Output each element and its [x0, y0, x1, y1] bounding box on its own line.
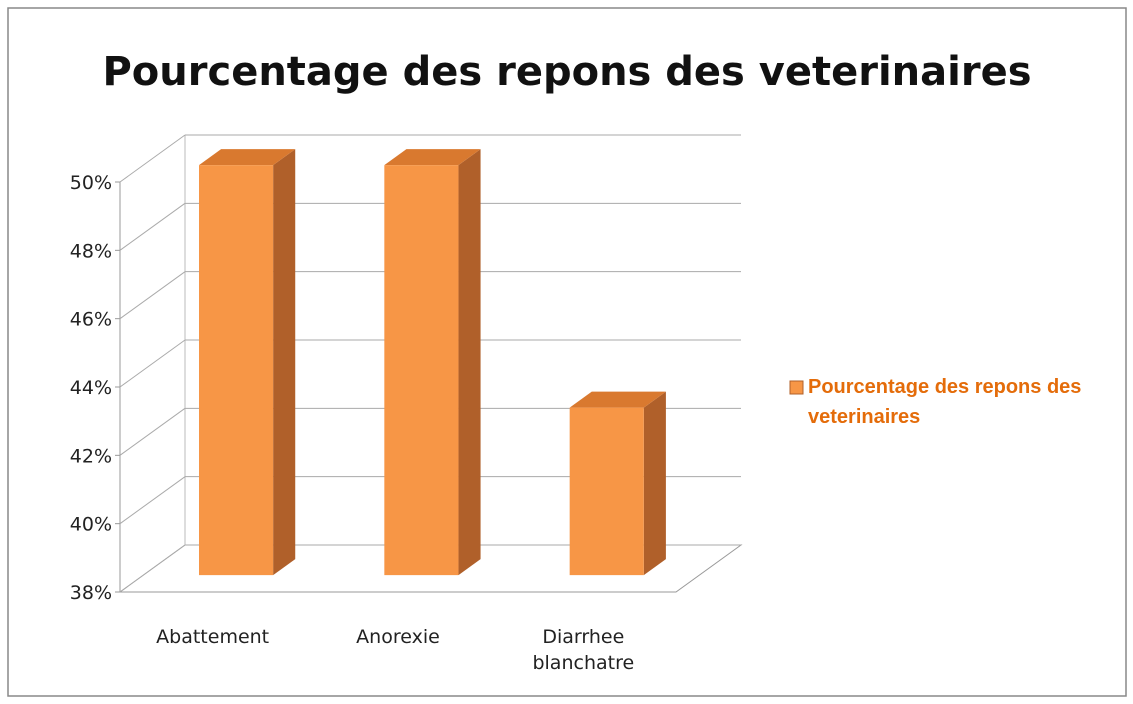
- bar-side: [458, 149, 481, 576]
- y-tick-label: 44%: [70, 377, 112, 399]
- legend-swatch: [789, 380, 804, 395]
- grid-line: [119, 476, 186, 525]
- bar: [569, 407, 644, 576]
- x-tick-label: Abattement: [156, 626, 270, 648]
- bar: [384, 165, 459, 576]
- bar: [199, 165, 274, 576]
- y-tick-label: 42%: [70, 445, 112, 467]
- legend-label: Pourcentage des repons des veterinaires: [808, 376, 1082, 428]
- y-tick-label: 50%: [70, 172, 112, 194]
- y-tick-label: 38%: [70, 582, 112, 604]
- grid-line: [119, 407, 186, 456]
- grid-line: [119, 202, 186, 251]
- bar-side: [273, 149, 296, 576]
- x-tick-label: Diarrhee blanchatre: [532, 626, 635, 674]
- grid-line: [119, 339, 186, 388]
- bar-top: [384, 149, 481, 166]
- y-tick-label: 40%: [70, 514, 112, 536]
- grid-line: [119, 134, 186, 183]
- grid-line: [119, 544, 186, 593]
- chart-border: [7, 7, 1127, 697]
- y-tick-label: 46%: [70, 309, 112, 331]
- bar-top: [569, 391, 666, 408]
- y-tick-label: 48%: [70, 240, 112, 262]
- bar-top: [199, 149, 296, 166]
- chart-title: Pourcentage des repons des veterinaires: [102, 49, 1031, 95]
- x-tick-label: Anorexie: [356, 626, 440, 648]
- bar-side: [643, 391, 666, 576]
- grid-line: [119, 271, 186, 320]
